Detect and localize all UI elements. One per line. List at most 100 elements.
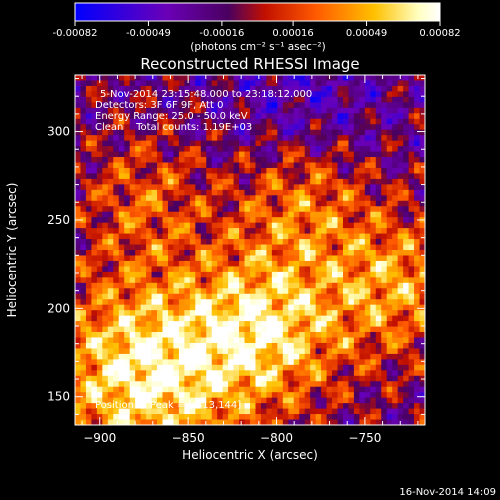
heatmap-cell xyxy=(293,315,300,322)
heatmap-cell xyxy=(342,200,349,207)
heatmap-cell xyxy=(113,386,120,393)
heatmap-cell xyxy=(260,80,267,87)
heatmap-cell xyxy=(195,255,202,262)
heatmap-cell xyxy=(157,271,163,278)
heatmap-cell xyxy=(135,266,141,273)
heatmap-cell xyxy=(332,107,338,114)
heatmap-cell xyxy=(315,299,322,306)
heatmap-cell xyxy=(293,80,300,87)
heatmap-cell xyxy=(282,244,289,251)
heatmap-cell xyxy=(157,266,163,273)
heatmap-cell xyxy=(342,135,349,141)
heatmap-cell xyxy=(195,375,202,382)
heatmap-cell xyxy=(375,321,382,327)
heatmap-cell xyxy=(211,342,218,349)
heatmap-cell xyxy=(184,414,191,420)
heatmap-cell xyxy=(244,397,251,404)
heatmap-cell xyxy=(107,266,114,273)
heatmap-cell xyxy=(162,414,169,420)
heatmap-cell xyxy=(129,217,136,224)
heatmap-cell xyxy=(228,304,234,311)
heatmap-cell xyxy=(135,321,141,327)
heatmap-cell xyxy=(250,315,256,322)
heatmap-cell xyxy=(386,304,393,311)
heatmap-cell xyxy=(293,151,300,158)
heatmap-cell xyxy=(326,85,333,92)
heatmap-cell xyxy=(140,96,147,103)
heatmap-cell xyxy=(255,206,262,213)
heatmap-cell xyxy=(315,167,322,174)
heatmap-cell xyxy=(173,403,180,409)
heatmap-cell xyxy=(195,157,202,163)
heatmap-cell xyxy=(386,342,393,349)
heatmap-cell xyxy=(299,392,306,399)
heatmap-cell xyxy=(195,222,202,229)
heatmap-cell xyxy=(167,299,174,306)
heatmap-cell xyxy=(381,162,388,169)
heatmap-cell xyxy=(75,167,81,174)
heatmap-cell xyxy=(222,332,229,338)
heatmap-cell xyxy=(310,222,316,229)
heatmap-cell xyxy=(293,85,300,92)
heatmap-cell xyxy=(85,348,92,355)
heatmap-cell xyxy=(107,162,114,169)
heatmap-cell xyxy=(167,85,174,92)
heatmap-cell xyxy=(239,206,245,213)
heatmap-cell xyxy=(146,364,152,371)
heatmap-cell xyxy=(107,102,114,109)
heatmap-cell xyxy=(315,321,322,327)
heatmap-cell xyxy=(392,146,399,152)
heatmap-cell xyxy=(96,293,103,300)
heatmap-cell xyxy=(162,135,169,141)
heatmap-cell xyxy=(151,200,158,207)
heatmap-cell xyxy=(403,288,409,295)
heatmap-cell xyxy=(381,310,388,316)
heatmap-cell xyxy=(260,386,267,393)
heatmap-cell xyxy=(315,211,322,218)
heatmap-cell xyxy=(140,408,147,415)
heatmap-cell xyxy=(146,228,152,234)
heatmap-cell xyxy=(260,260,267,267)
heatmap-cell xyxy=(206,359,213,366)
heatmap-cell xyxy=(266,195,273,202)
heatmap-cell xyxy=(167,315,174,322)
heatmap-cell xyxy=(370,342,377,349)
heatmap-cell xyxy=(282,337,289,344)
heatmap-cell xyxy=(162,419,169,425)
heatmap-cell xyxy=(75,299,81,306)
heatmap-cell xyxy=(310,332,316,338)
heatmap-cell xyxy=(157,200,163,207)
heatmap-cell xyxy=(184,189,191,196)
heatmap-cell xyxy=(375,167,382,174)
heatmap-cell xyxy=(260,129,267,136)
heatmap-cell xyxy=(222,282,229,289)
heatmap-cell xyxy=(91,392,98,399)
heatmap-cell xyxy=(414,217,420,224)
heatmap-cell xyxy=(167,151,174,158)
heatmap-cell xyxy=(299,326,306,333)
heatmap-cell xyxy=(244,140,251,147)
heatmap-cell xyxy=(195,271,202,278)
heatmap-cell xyxy=(271,118,278,125)
heatmap-cell xyxy=(348,157,355,163)
heatmap-cell xyxy=(146,75,152,81)
heatmap-cell xyxy=(392,260,399,267)
heatmap-cell xyxy=(195,392,202,399)
heatmap-cell xyxy=(332,282,338,289)
heatmap-cell xyxy=(118,342,125,349)
x-tick-label: −850 xyxy=(172,431,205,445)
heatmap-cell xyxy=(348,102,355,109)
heatmap-cell xyxy=(293,206,300,213)
heatmap-cell xyxy=(228,403,234,409)
heatmap-cell xyxy=(135,386,141,393)
heatmap-cell xyxy=(293,310,300,316)
heatmap-cell xyxy=(206,386,213,393)
heatmap-cell xyxy=(403,244,409,251)
heatmap-cell xyxy=(200,113,207,120)
heatmap-cell xyxy=(293,282,300,289)
heatmap-cell xyxy=(250,222,256,229)
heatmap-cell xyxy=(337,359,344,366)
heatmap-cell xyxy=(129,271,136,278)
heatmap-cell xyxy=(326,332,333,338)
